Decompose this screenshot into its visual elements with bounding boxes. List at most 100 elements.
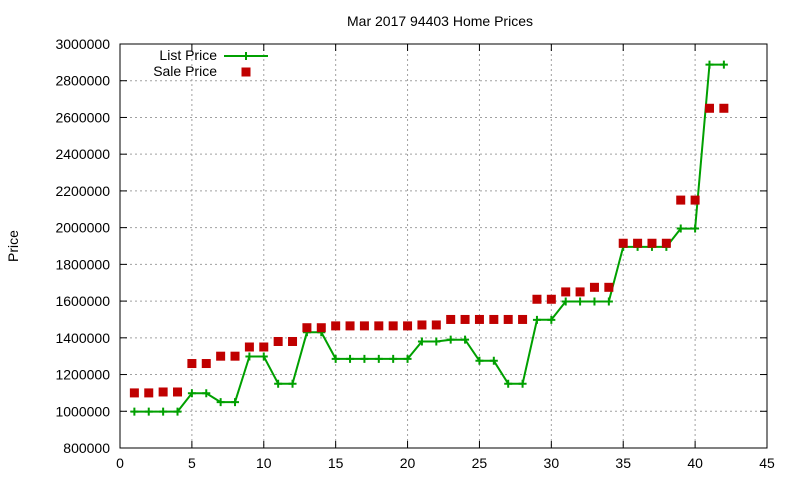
sale-price-point <box>359 321 369 331</box>
y-axis: 800000 1000000 1200000 1400000 1600000 180000… <box>55 36 767 456</box>
sale-price-point <box>230 351 240 361</box>
x-tick-label: 40 <box>687 455 703 471</box>
legend-key-sale-price <box>241 67 251 77</box>
sale-price-point <box>474 314 484 324</box>
list-price-point <box>331 354 340 363</box>
sale-price-point <box>302 323 312 333</box>
y-tick-label: 2400000 <box>55 146 110 162</box>
list-price-point <box>475 356 484 365</box>
list-price-point <box>590 297 599 306</box>
sale-price-point <box>173 387 183 397</box>
y-tick-label: 800000 <box>63 440 110 456</box>
sale-price-point <box>532 294 542 304</box>
list-price-point <box>288 379 297 388</box>
sale-price-point <box>676 195 686 205</box>
list-price-point <box>576 297 585 306</box>
y-tick-label: 1200000 <box>55 367 110 383</box>
x-tick-label: 5 <box>188 455 196 471</box>
sale-price-point <box>633 238 643 248</box>
list-price-point <box>360 354 369 363</box>
list-price-point <box>403 354 412 363</box>
y-tick-label: 1800000 <box>55 256 110 272</box>
x-tick-label: 30 <box>544 455 560 471</box>
list-price-point <box>202 389 211 398</box>
list-price-point <box>719 60 728 69</box>
plot-series <box>129 60 729 416</box>
legend-marker-list-price <box>242 52 250 60</box>
sale-price-point <box>345 321 355 331</box>
list-price-point <box>691 224 700 233</box>
list-price-point <box>187 389 196 398</box>
y-tick-label: 3000000 <box>55 36 110 52</box>
list-price-point <box>173 407 182 416</box>
sale-price-point <box>503 314 513 324</box>
list-price-point <box>432 337 441 346</box>
list-price-point <box>274 379 283 388</box>
list-price-point <box>346 354 355 363</box>
list-price-point <box>259 352 268 361</box>
x-tick-label: 0 <box>116 455 124 471</box>
sale-price-point <box>129 388 139 398</box>
sale-price-point <box>719 103 729 113</box>
list-price-point <box>489 356 498 365</box>
sale-price-point <box>446 314 456 324</box>
y-tick-label: 1400000 <box>55 330 110 346</box>
x-tick-label: 25 <box>472 455 488 471</box>
x-tick-label: 35 <box>615 455 631 471</box>
list-price-point <box>144 407 153 416</box>
list-price-point <box>245 352 254 361</box>
list-price-point <box>547 315 556 324</box>
sale-price-point <box>690 195 700 205</box>
list-price-point <box>417 337 426 346</box>
list-price-point <box>518 379 527 388</box>
legend-key-list-price <box>224 52 268 60</box>
sale-price-point <box>647 238 657 248</box>
list-price-point <box>676 224 685 233</box>
sale-price-point <box>661 238 671 248</box>
y-tick-label: 1000000 <box>55 403 110 419</box>
y-tick-label: 2800000 <box>55 73 110 89</box>
sale-price-point <box>388 321 398 331</box>
sale-price-point <box>561 287 571 297</box>
x-tick-label: 10 <box>256 455 272 471</box>
sale-price-point <box>273 336 283 346</box>
sale-price-point <box>618 238 628 248</box>
sale-price-point <box>489 314 499 324</box>
sale-price-point <box>187 359 197 369</box>
x-axis: 0 5 10 15 20 25 30 35 40 45 <box>116 44 775 471</box>
sale-price-point <box>158 387 168 397</box>
y-tick-label: 2600000 <box>55 109 110 125</box>
sale-price-point <box>431 320 441 330</box>
list-price-point <box>374 354 383 363</box>
sale-price-point <box>575 287 585 297</box>
list-price-point <box>389 354 398 363</box>
sale-price-point <box>403 321 413 331</box>
sale-price-point <box>518 314 528 324</box>
sale-price-point <box>316 323 326 333</box>
sale-price-point <box>604 282 614 292</box>
list-price-point <box>159 407 168 416</box>
list-price-point <box>532 315 541 324</box>
sale-price-point <box>244 342 254 352</box>
sale-price-point <box>201 359 211 369</box>
sale-price-point <box>546 294 556 304</box>
sale-price-point <box>259 342 269 352</box>
sale-price-point <box>331 321 341 331</box>
sale-price-point <box>374 321 384 331</box>
legend: List Price Sale Price <box>153 47 268 79</box>
y-axis-label: Price <box>5 230 21 262</box>
x-tick-label: 20 <box>400 455 416 471</box>
sale-price-point <box>704 103 714 113</box>
list-price-point <box>130 407 139 416</box>
sale-price-point <box>589 282 599 292</box>
sale-price-point <box>417 320 427 330</box>
sale-price-point <box>144 388 154 398</box>
sale-price-point <box>216 351 226 361</box>
legend-label-list-price: List Price <box>159 47 217 63</box>
list-price-point <box>216 398 225 407</box>
chart-title: Mar 2017 94403 Home Prices <box>347 13 533 29</box>
plot-frame <box>119 43 768 449</box>
list-price-point <box>604 297 613 306</box>
x-tick-label: 15 <box>328 455 344 471</box>
x-tick-label: 45 <box>759 455 775 471</box>
